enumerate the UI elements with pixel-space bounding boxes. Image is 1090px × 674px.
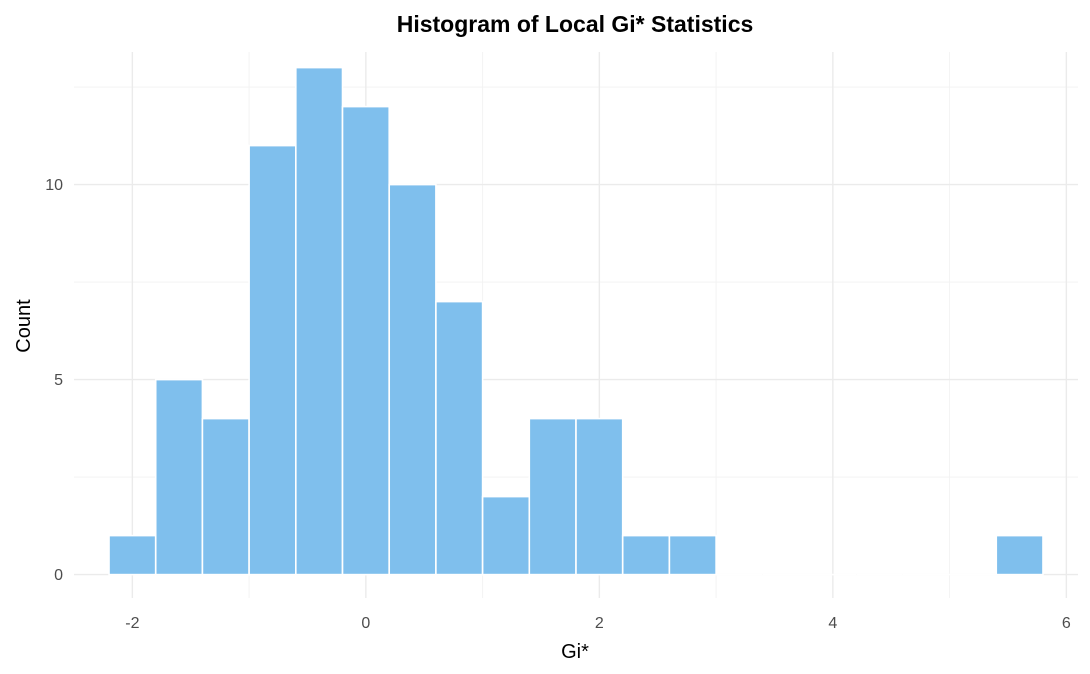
histogram-bar [528,417,577,576]
y-tick-label: 5 [54,372,63,389]
histogram-bar [248,144,297,576]
y-axis-title: Count [13,299,35,353]
histogram-bar [435,300,484,576]
y-tick-label: 0 [54,567,63,584]
histogram-bars [108,66,1044,576]
histogram-bar [295,66,344,576]
x-tick-label: -2 [125,615,139,632]
histogram-bar [481,495,531,576]
x-tick-label: 2 [595,615,604,632]
histogram-bar [621,534,671,576]
histogram-bar [995,534,1044,576]
x-tick-label: 0 [361,615,370,632]
histogram-bar [341,105,391,576]
histogram-bar [154,378,204,576]
x-tick-labels: -2 0 2 4 6 [125,615,1071,632]
histogram-bar [575,417,624,576]
y-tick-labels: 0 5 10 [45,177,63,584]
y-tick-label: 10 [45,177,63,194]
chart-title: Histogram of Local Gi* Statistics [397,11,754,37]
x-axis-title: Gi* [561,641,589,663]
histogram-bar [388,183,437,576]
x-tick-label: 4 [828,615,837,632]
histogram-bar [201,417,250,576]
histogram-bar [108,534,157,576]
histogram-bar [668,534,717,576]
x-tick-label: 6 [1062,615,1071,632]
